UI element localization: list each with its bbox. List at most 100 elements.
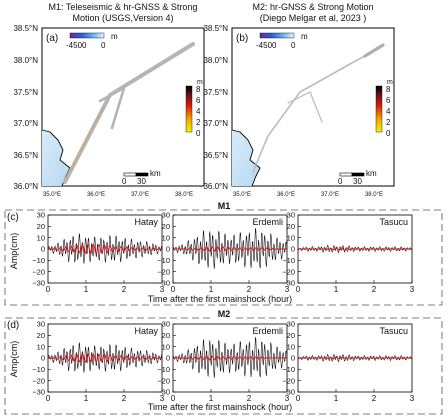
- lat-label: 36.5°N: [13, 151, 38, 160]
- y-tick-label: 20: [287, 222, 295, 231]
- y-tick-label: 10: [162, 342, 170, 351]
- x-tick-label: 2: [247, 394, 252, 403]
- x-tick-label: 0: [171, 394, 176, 403]
- x-tick-label: 2: [122, 394, 127, 403]
- x-tick-label: 1: [334, 285, 339, 294]
- map-title-line2: (Diego Melgar et al, 2023 ): [260, 13, 367, 23]
- y-tick-label: −30: [157, 279, 170, 288]
- scale-bar: 0 30 km: [122, 169, 161, 186]
- simulated-series: [47, 352, 163, 364]
- x-tick-label: 3: [285, 285, 290, 294]
- group-title: M2: [218, 309, 231, 319]
- panel-label: (b): [236, 33, 248, 44]
- slip-tick-labels: 8 6 4 2 0: [196, 85, 201, 138]
- bathy-colorbar: [69, 32, 105, 39]
- x-tick-label: 2: [247, 285, 252, 294]
- scale-unit: km: [366, 169, 377, 178]
- y-tick-label: −20: [157, 267, 170, 276]
- lat-label: 38.0°N: [203, 56, 228, 65]
- y-tick-label: −30: [32, 388, 45, 397]
- y-tick-label: 30: [37, 211, 45, 220]
- lon-label: 35.0°E: [233, 192, 251, 198]
- map-title-line1: M1: Teleseismic & hr-GNSS & Strong: [49, 2, 198, 12]
- y-tick-label: −30: [32, 279, 45, 288]
- x-tick-label: 2: [122, 285, 127, 294]
- y-tick-label: −10: [282, 365, 295, 374]
- scale-bar: 0 30 km: [338, 169, 377, 186]
- y-axis-label: Amp(cm): [9, 341, 19, 378]
- y-tick-label: 0: [291, 245, 295, 254]
- lat-label: 38.5°N: [203, 24, 228, 33]
- panel-label: (a): [46, 33, 58, 44]
- lat-label: 36.0°N: [203, 182, 228, 191]
- map-title-line2: Motion (USGS,Version 4): [72, 13, 173, 23]
- y-tick-label: −20: [32, 376, 45, 385]
- bathy-unit: m: [111, 32, 118, 41]
- lat-label: 37.0°N: [203, 119, 228, 128]
- simulated-series: [173, 355, 287, 361]
- lon-label: 38.0°E: [175, 192, 193, 198]
- y-tick-label: −10: [157, 365, 170, 374]
- scale-bar-black: [135, 172, 149, 177]
- y-tick-label: −20: [282, 267, 295, 276]
- y-tick-label: 20: [37, 222, 45, 231]
- y-tick-label: 10: [287, 233, 295, 242]
- simulated-series: [47, 243, 163, 255]
- y-tick-label: 20: [37, 331, 45, 340]
- lat-label: 38.5°N: [13, 24, 38, 33]
- simulated-series: [298, 247, 412, 251]
- y-tick-label: 30: [162, 320, 170, 329]
- sea-area: [42, 130, 70, 186]
- bathy-min-label: -4500: [256, 41, 277, 50]
- group-title-backdrop: [214, 200, 234, 214]
- y-axis-label: Amp(cm): [9, 233, 19, 270]
- lon-label: 36.0°E: [87, 192, 105, 198]
- scale-tick-0: 0: [338, 177, 343, 186]
- lon-label: 35.0°E: [43, 192, 61, 198]
- x-tick-label: 1: [209, 285, 214, 294]
- y-tick-label: −30: [157, 388, 170, 397]
- y-tick-label: −10: [282, 256, 295, 265]
- x-tick-label: 1: [84, 285, 89, 294]
- group-title-backdrop: [214, 308, 234, 322]
- slip-tick: 6: [196, 96, 201, 105]
- bathy-min-label: -4500: [66, 41, 87, 50]
- station-name: Tasucu: [379, 326, 408, 336]
- scale-tick-30: 30: [137, 177, 146, 186]
- lat-label: 37.5°N: [203, 88, 228, 97]
- plot-frame: [297, 214, 413, 284]
- group-frame: [4, 317, 443, 415]
- y-tick-label: 30: [287, 211, 295, 220]
- y-tick-label: −30: [282, 279, 295, 288]
- slip-tick: 4: [386, 107, 391, 116]
- bathy-unit: m: [301, 32, 308, 41]
- slip-tick: 2: [196, 118, 201, 127]
- x-tick-label: 0: [46, 394, 51, 403]
- y-tick-label: 30: [37, 320, 45, 329]
- observed-series: [172, 337, 288, 378]
- bathy-colorbar: [259, 32, 295, 39]
- map-a-lat-labels: 38.5°N 38.0°N 37.5°N 37.0°N 36.5°N 36.0°…: [13, 24, 38, 191]
- y-tick-label: −10: [32, 256, 45, 265]
- slip-tick-labels: 8 6 4 2 0: [386, 85, 391, 138]
- scale-bar-white: [123, 172, 137, 177]
- lon-label: 37.0°E: [321, 192, 339, 198]
- map-panel-a: (a) M1: Teleseismic & hr-GNSS & Strong M…: [41, 2, 205, 187]
- station-name: Erdemli: [252, 326, 283, 336]
- x-tick-label: 3: [410, 394, 415, 403]
- x-tick-label: 0: [171, 285, 176, 294]
- lon-label: 36.0°E: [277, 192, 295, 198]
- simulated-series: [173, 246, 287, 252]
- observed-series: [172, 228, 288, 269]
- x-tick-label: 0: [296, 285, 301, 294]
- x-tick-label: 2: [372, 394, 377, 403]
- scale-tick-0: 0: [122, 177, 127, 186]
- y-tick-label: 20: [162, 222, 170, 231]
- y-tick-label: 20: [162, 331, 170, 340]
- y-tick-label: 0: [166, 245, 170, 254]
